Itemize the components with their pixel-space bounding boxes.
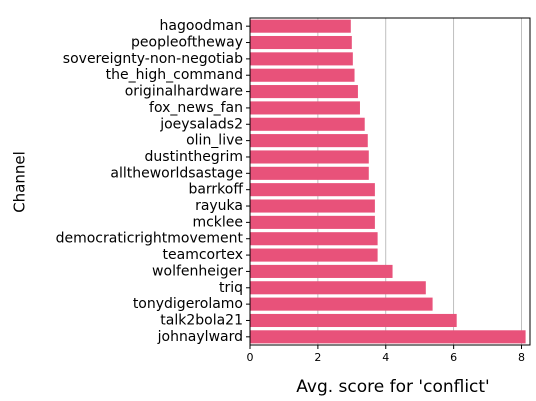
y-tick-label: johnaylward xyxy=(157,329,243,345)
bar xyxy=(250,52,353,66)
bar xyxy=(250,101,360,115)
y-tick-label: the_high_command xyxy=(106,67,243,83)
y-axis-label: Channel xyxy=(11,151,29,213)
bar xyxy=(250,313,457,328)
bar xyxy=(250,297,433,311)
bar xyxy=(250,68,355,82)
y-tick-label: hagoodman xyxy=(160,18,243,34)
bar xyxy=(250,232,378,246)
bar xyxy=(250,117,365,131)
y-tick-label: mcklee xyxy=(192,214,243,230)
bar xyxy=(250,330,526,344)
y-tick-label: talk2bola21 xyxy=(160,312,243,328)
bar xyxy=(250,85,358,99)
bar xyxy=(250,199,375,213)
y-tick-label: democraticrightmovement xyxy=(56,231,244,247)
y-tick-label: sovereignty-non-negotiab xyxy=(63,51,243,67)
bar xyxy=(250,19,351,33)
bar xyxy=(250,150,369,164)
x-axis-label: Avg. score for 'conflict' xyxy=(296,377,489,397)
y-tick-label: alltheworldsastage xyxy=(110,165,243,181)
y-tick-label: rayuka xyxy=(195,198,243,214)
bar xyxy=(250,183,375,197)
bar xyxy=(250,264,393,278)
x-tick-label: 6 xyxy=(450,351,457,364)
y-tick-label: peopleoftheway xyxy=(131,35,243,51)
y-tick-label: fox_news_fan xyxy=(149,100,243,116)
plot-frame xyxy=(249,17,531,346)
x-tick-label: 4 xyxy=(382,351,389,364)
bar xyxy=(250,166,369,180)
x-tick-label: 8 xyxy=(518,351,525,364)
bar xyxy=(250,215,375,229)
y-tick-label: originalhardware xyxy=(125,84,243,100)
y-tick-label: olin_live xyxy=(186,133,243,149)
x-tick-label: 0 xyxy=(247,351,254,364)
y-tick-label: triq xyxy=(219,280,243,296)
y-tick-label: dustinthegrim xyxy=(145,149,243,165)
y-tick-label: joeysalads2 xyxy=(159,116,243,132)
y-tick-label: teamcortex xyxy=(163,247,243,263)
bar xyxy=(250,35,352,50)
y-tick-label: tonydigerolamo xyxy=(133,296,243,312)
x-tick-label: 2 xyxy=(314,351,321,364)
bar xyxy=(250,134,368,148)
bar xyxy=(250,281,426,295)
y-tick-label: wolfenheiger xyxy=(152,263,243,279)
bar xyxy=(250,248,378,262)
y-tick-label: barrkoff xyxy=(188,182,243,198)
